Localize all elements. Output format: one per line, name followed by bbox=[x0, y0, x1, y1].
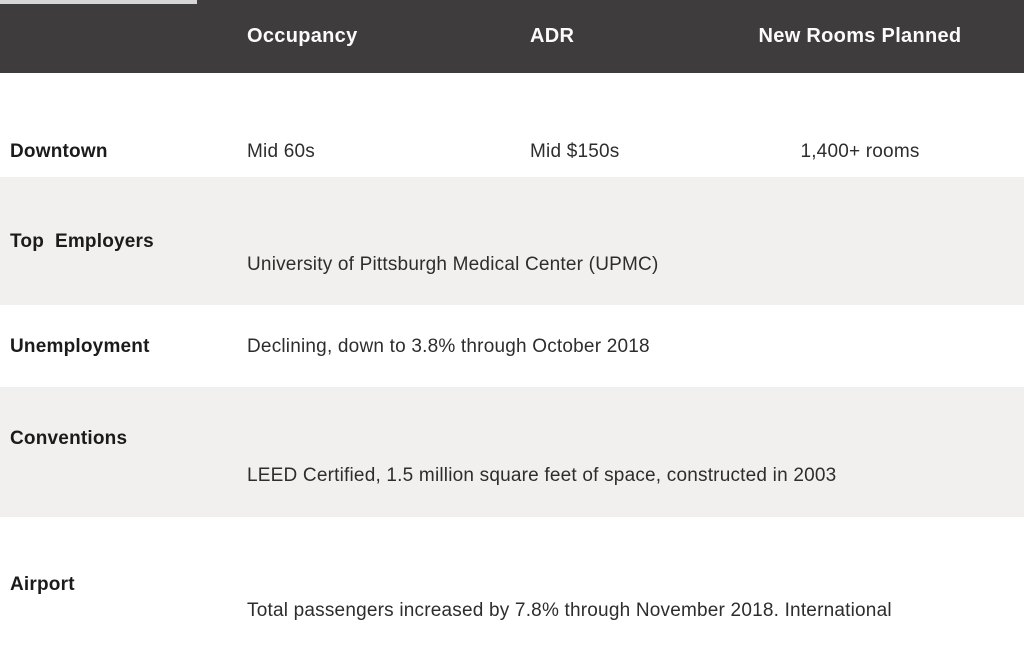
row-airport: Airport Total passengers increased by 7.… bbox=[0, 517, 1024, 648]
row-markets: Downtown Airport Suburbs Mid 60s High 60… bbox=[0, 73, 1024, 240]
row-label-conventions: Conventions bbox=[10, 428, 128, 449]
adr-downtown: Mid $150s bbox=[530, 141, 620, 162]
top-employer-1: University of Pittsburgh Medical Center … bbox=[247, 254, 659, 275]
row-conventions: Conventions LEED Certified, 1.5 million … bbox=[0, 387, 1024, 642]
airport-content: Total passengers increased by 7.8% throu… bbox=[247, 546, 892, 648]
table-header-row: Occupancy ADR New Rooms Planned bbox=[0, 0, 1024, 73]
row-label-top-employers: Top Employers bbox=[10, 231, 154, 252]
unemployment-content: Declining, down to 3.8% through October … bbox=[247, 336, 650, 357]
top-left-notch-strip bbox=[0, 0, 197, 4]
column-header-new-rooms-planned: New Rooms Planned bbox=[758, 25, 962, 47]
conventions-line-1: LEED Certified, 1.5 million square feet … bbox=[247, 465, 837, 486]
row-top-employers: Top Employers University of Pittsburgh M… bbox=[0, 177, 1024, 431]
column-header-occupancy: Occupancy bbox=[247, 25, 358, 47]
row-label-unemployment: Unemployment bbox=[10, 336, 150, 357]
row-label-airport: Airport bbox=[10, 574, 75, 595]
occupancy-downtown: Mid 60s bbox=[247, 141, 315, 162]
column-header-adr: ADR bbox=[530, 25, 575, 47]
airport-line-1: Total passengers increased by 7.8% throu… bbox=[247, 600, 892, 621]
row-unemployment: Unemployment Declining, down to 3.8% thr… bbox=[0, 305, 1024, 387]
row-label-downtown: Downtown bbox=[10, 141, 108, 162]
new-rooms-downtown: 1,400+ rooms bbox=[800, 141, 920, 162]
